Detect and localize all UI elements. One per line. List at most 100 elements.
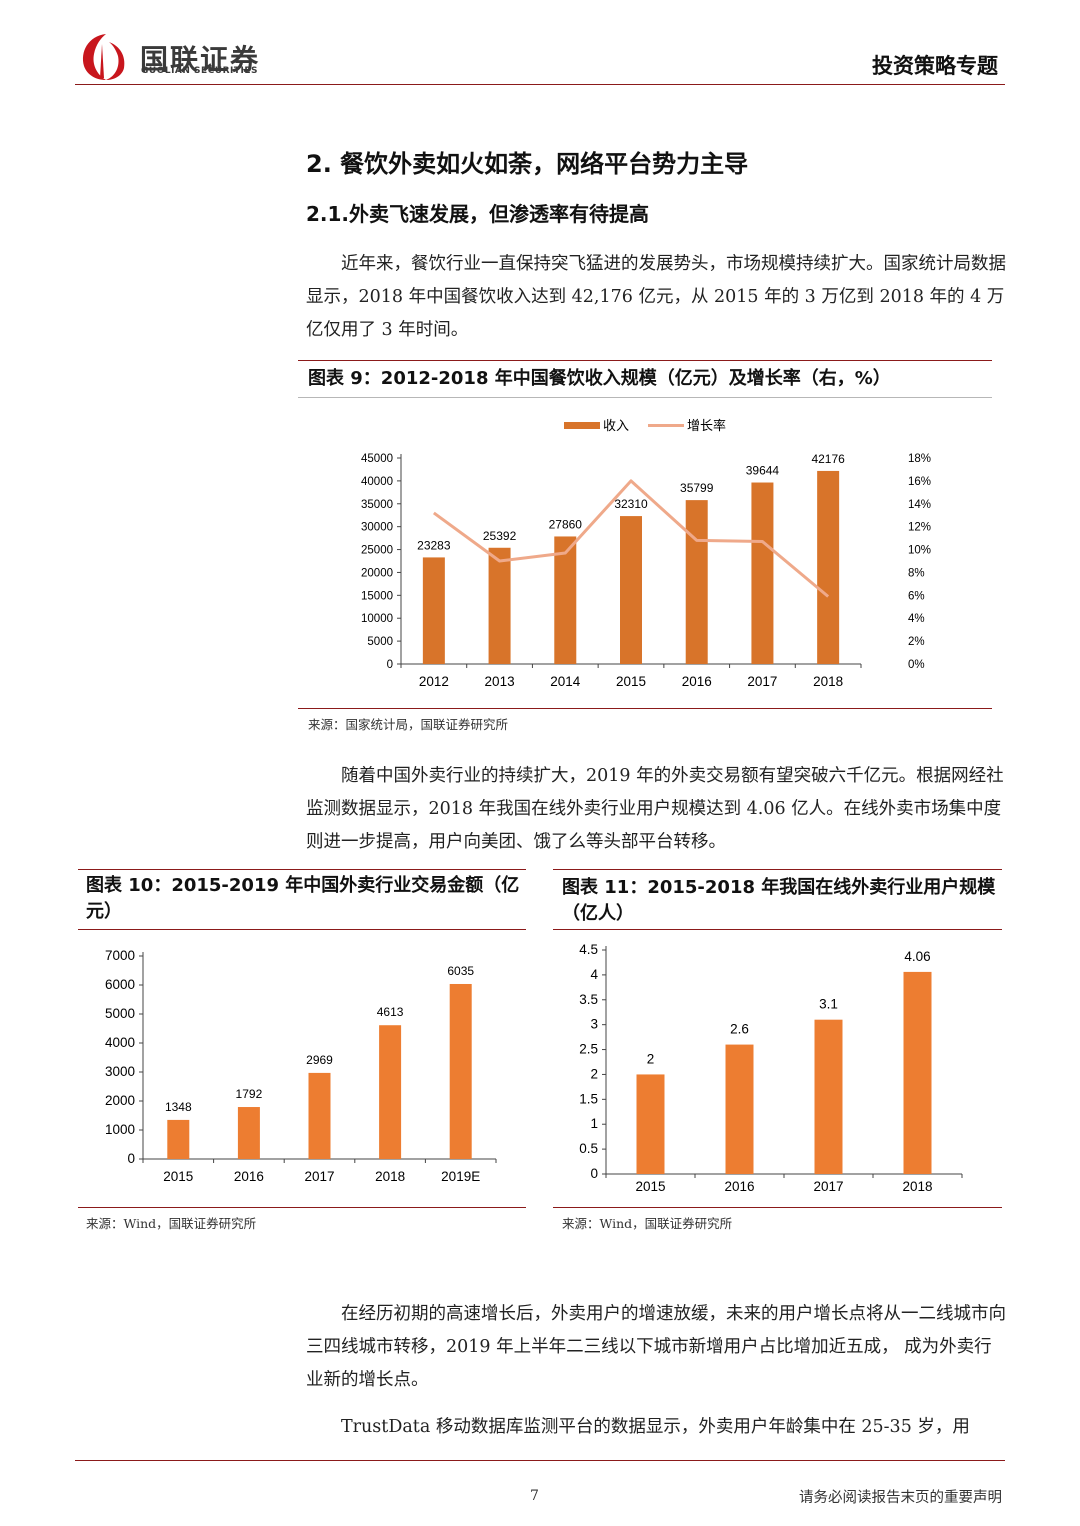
fig11-label: 图表 11 — [562, 877, 630, 898]
data-label: 1792 — [236, 1087, 263, 1101]
fig10-label: 图表 10 — [86, 875, 154, 896]
bar — [817, 470, 840, 664]
data-label: 42176 — [811, 452, 845, 466]
y-tick-label: 2 — [590, 1066, 598, 1081]
fig11-title: 图表 11：2015-2018 年我国在线外卖行业用户规模（亿人） — [562, 875, 1002, 927]
data-label: 2969 — [306, 1053, 333, 1067]
y2-tick-label: 16% — [908, 476, 931, 488]
y-tick-label: 15000 — [361, 590, 393, 602]
x-tick-label: 2015 — [635, 1179, 665, 1194]
legend-label-growth: 增长率 — [687, 418, 726, 433]
logo — [78, 30, 134, 82]
x-tick-label: 2016 — [234, 1169, 264, 1184]
paragraph-4: TrustData 移动数据库监测平台的数据显示，外卖用户年龄集中在 25-35… — [306, 1411, 1006, 1444]
y-tick-label: 7000 — [105, 948, 135, 963]
paragraph-3: 在经历初期的高速增长后，外卖用户的增速放缓，未来的用户增长点将从一二线城市向三四… — [306, 1298, 1006, 1397]
bar — [685, 500, 708, 664]
bar — [903, 971, 932, 1174]
growth-rate-line — [432, 479, 830, 598]
paragraph-3-text: 在经历初期的高速增长后，外卖用户的增速放缓，未来的用户增长点将从一二线城市向三四… — [306, 1304, 1006, 1390]
fig9-title: 图表 9：2012-2018 年中国餐饮收入规模（亿元）及增长率（右，%） — [308, 366, 988, 392]
y2-tick-label: 2% — [908, 636, 925, 648]
fig10-title-rule — [78, 929, 526, 930]
bar — [237, 1107, 260, 1159]
y-tick-label: 3 — [590, 1017, 598, 1032]
page-number: 7 — [530, 1488, 539, 1504]
header-rule — [75, 84, 1005, 85]
paragraph-1-text: 近年来，餐饮行业一直保持突飞猛进的发展势头，市场规模持续扩大。国家统计局数据显示… — [306, 254, 1006, 340]
fig11-bottom-rule — [553, 1207, 1002, 1208]
section-subheading: 2.1.外卖飞速发展，但渗透率有待提高 — [306, 202, 650, 226]
y-tick-label: 10000 — [361, 613, 393, 625]
paragraph-1: 近年来，餐饮行业一直保持突飞猛进的发展势头，市场规模持续扩大。国家统计局数据显示… — [306, 248, 1006, 347]
x-tick-label: 2018 — [813, 674, 843, 689]
bar — [488, 547, 511, 664]
y-tick-label: 40000 — [361, 476, 393, 488]
y-tick-label: 35000 — [361, 499, 393, 511]
x-tick-label: 2016 — [724, 1179, 754, 1194]
fig11-title-rule — [553, 929, 1002, 930]
y2-tick-label: 0% — [908, 659, 925, 671]
y2-tick-label: 6% — [908, 590, 925, 602]
fig9-bottom-rule — [298, 708, 992, 709]
y-tick-label: 5000 — [367, 636, 393, 648]
data-label: 2 — [647, 1051, 655, 1066]
y-tick-label: 2000 — [105, 1093, 135, 1108]
logo-mark-icon — [82, 34, 125, 80]
x-tick-label: 2017 — [304, 1169, 334, 1184]
fig10-bottom-rule — [78, 1207, 526, 1208]
report-type: 投资策略专题 — [872, 54, 998, 78]
legend-label-revenue: 收入 — [603, 418, 629, 433]
fig9-source: 来源：国家统计局，国联证券研究所 — [308, 717, 509, 732]
data-label: 23283 — [417, 538, 451, 552]
fig10-chart: 0 1000 2000 3000 4000 5000 6000 7000 1348 1792 296… — [105, 948, 497, 1184]
bar — [620, 516, 642, 664]
bar — [814, 1019, 843, 1174]
data-label: 3.1 — [819, 997, 838, 1012]
y-tick-label: 4000 — [105, 1035, 135, 1050]
y-tick-label: 2.5 — [579, 1042, 598, 1057]
fig11-source: 来源：Wind，国联证券研究所 — [562, 1216, 733, 1231]
x-tick-label: 2015 — [616, 674, 646, 689]
y-tick-label: 1.5 — [579, 1091, 598, 1106]
bar — [167, 1119, 190, 1159]
data-label: 32310 — [614, 497, 648, 511]
fig10-top-rule — [78, 869, 526, 870]
y2-tick-label: 10% — [908, 545, 931, 557]
fig11-top-rule — [553, 869, 1002, 870]
y2-tick-label: 4% — [908, 613, 925, 625]
footer-rule — [75, 1460, 1005, 1461]
fig11-chart: 0 0.5 1 1.5 2 2.5 3 3.5 4 4.5 2 2.6 3.1 4.06 2015 2016 2… — [579, 942, 963, 1194]
paragraph-2-text: 随着中国外卖行业的持续扩大，2019 年的外卖交易额有望突破六千亿元。根据网经社… — [306, 766, 1004, 852]
y-tick-label: 25000 — [361, 545, 393, 557]
y-tick-label: 20000 — [361, 567, 393, 579]
bar — [636, 1074, 665, 1174]
legend-swatch-revenue — [564, 422, 600, 429]
fig10-source: 来源：Wind，国联证券研究所 — [86, 1216, 257, 1231]
y-tick-label: 1000 — [105, 1122, 135, 1137]
x-tick-label: 2015 — [163, 1169, 193, 1184]
data-label: 39644 — [746, 464, 780, 478]
data-label: 6035 — [447, 964, 474, 978]
y-tick-label: 3.5 — [579, 992, 598, 1007]
fig10-title-text: ：2015-2019 年中国外卖行业交易金额（亿元） — [86, 875, 520, 922]
x-tick-label: 2018 — [375, 1169, 405, 1184]
y-tick-label: 4.5 — [579, 942, 598, 957]
y2-tick-label: 8% — [908, 567, 925, 579]
data-label: 27860 — [549, 517, 583, 531]
y-tick-label: 1 — [590, 1116, 598, 1131]
x-tick-label: 2019E — [441, 1169, 480, 1184]
y-tick-label: 0 — [127, 1151, 135, 1166]
paragraph-4-text: TrustData 移动数据库监测平台的数据显示，外卖用户年龄集中在 25-35… — [341, 1417, 970, 1437]
bar — [751, 482, 774, 664]
x-tick-label: 2017 — [747, 674, 777, 689]
logo-text: 国联证券 — [140, 43, 261, 76]
x-tick-label: 2016 — [682, 674, 712, 689]
fig9-chart: 0 5000 10000 15000 20000 25000 30000 35000 40000… — [361, 418, 931, 689]
bar — [379, 1025, 402, 1159]
y-tick-label: 6000 — [105, 977, 135, 992]
bar — [725, 1044, 754, 1174]
paragraph-2: 随着中国外卖行业的持续扩大，2019 年的外卖交易额有望突破六千亿元。根据网经社… — [306, 760, 1006, 859]
y-tick-label: 5000 — [105, 1006, 135, 1021]
data-label: 4613 — [377, 1005, 404, 1019]
